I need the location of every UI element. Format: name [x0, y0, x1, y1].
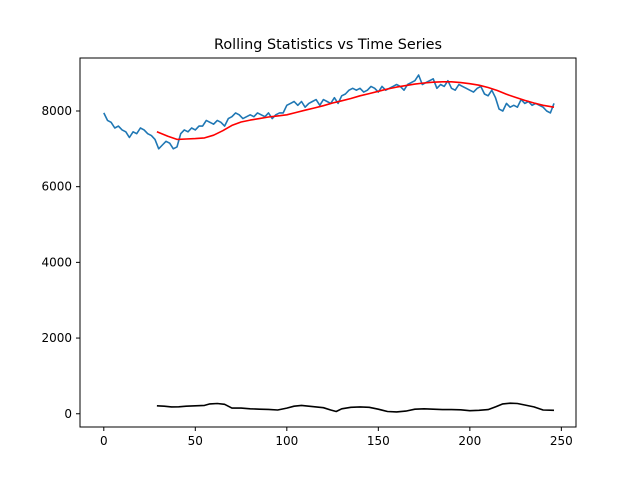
time-series-line: [103, 74, 555, 150]
y-tick-label: 2000: [41, 331, 72, 345]
x-tick-label: 150: [367, 434, 390, 448]
axes-group: 0 50 100 150 200 250 0 2000 4000 6000 8000: [41, 104, 572, 448]
x-tick-label: 0: [100, 434, 108, 448]
rolling-mean-line: [156, 81, 555, 141]
y-tick-label: 8000: [41, 104, 72, 118]
y-tick-label: 0: [64, 407, 72, 421]
x-tick-label: 250: [550, 434, 573, 448]
rolling-std-line: [156, 402, 555, 413]
x-tick-label: 100: [275, 434, 298, 448]
chart-title: Rolling Statistics vs Time Series: [214, 37, 442, 53]
series-group: [103, 74, 555, 413]
y-tick-label: 6000: [41, 180, 72, 194]
x-tick-label: 200: [458, 434, 481, 448]
x-tick-label: 50: [188, 434, 203, 448]
y-tick-label: 4000: [41, 255, 72, 269]
plot-frame: [79, 57, 577, 428]
